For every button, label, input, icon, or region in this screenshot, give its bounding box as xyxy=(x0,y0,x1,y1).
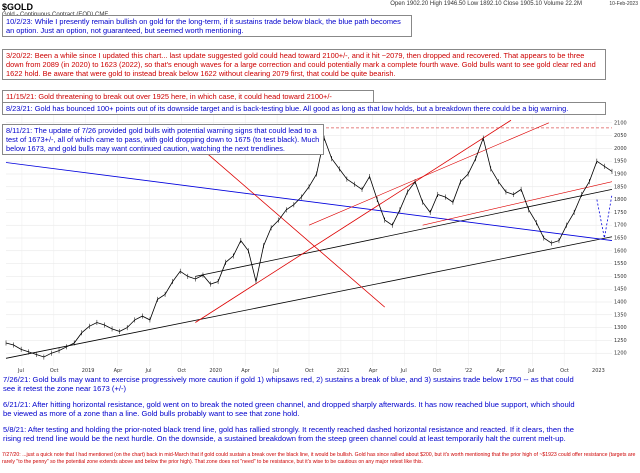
chart-symbol: $GOLD xyxy=(2,2,34,12)
x-tick-label: Jul xyxy=(17,368,24,374)
x-tick-label: Jul xyxy=(400,368,407,374)
x-tick-label: '22 xyxy=(464,368,472,374)
y-tick-label: 1900 xyxy=(614,172,627,178)
y-tick-label: 1950 xyxy=(614,159,627,165)
x-tick-label: 2023 xyxy=(592,368,605,374)
x-tick-label: 2020 xyxy=(209,368,222,374)
y-tick-label: 1600 xyxy=(614,248,627,254)
x-tick-label: Oct xyxy=(305,368,314,374)
y-tick-label: 1500 xyxy=(614,274,627,280)
red-trendline-rising xyxy=(195,119,512,323)
y-tick-label: 1200 xyxy=(614,351,627,357)
y-tick-label: 1450 xyxy=(614,287,627,293)
blue-trendline xyxy=(5,162,613,241)
y-tick-label: 1700 xyxy=(614,223,627,229)
chart-header: $GOLD xyxy=(0,0,640,14)
y-tick-label: 2000 xyxy=(614,146,627,152)
x-tick-label: Oct xyxy=(433,368,442,374)
annotation-8-11-21: 8/11/21: The update of 7/26 provided gol… xyxy=(2,124,324,155)
x-tick-label: 2019 xyxy=(82,368,95,374)
x-tick-label: 2021 xyxy=(337,368,350,374)
y-tick-label: 1400 xyxy=(614,300,627,306)
ohlc-readout: Open 1902.20 High 1946.50 Low 1892.10 Cl… xyxy=(390,1,582,7)
red-trendline-falling xyxy=(195,142,386,308)
y-tick-label: 1550 xyxy=(614,261,627,267)
black-trendline-lower xyxy=(5,236,613,359)
blue-path-projection xyxy=(596,194,613,239)
date-stamp: 10-Feb-2023 xyxy=(609,1,638,7)
x-tick-label: Oct xyxy=(50,368,59,374)
x-tick-label: Jul xyxy=(272,368,279,374)
footer-note-7-27-20: 7/27/20: ...just a quick note that I had… xyxy=(2,452,636,465)
y-tick-label: 1800 xyxy=(614,197,627,203)
y-tick-label: 1750 xyxy=(614,210,627,216)
red-channel-upper xyxy=(308,122,549,226)
y-tick-label: 1350 xyxy=(614,312,627,318)
annotation-10-2-23: 10/2/23: While I presently remain bullis… xyxy=(2,15,412,37)
footer-note-5-8-21: 5/8/21: After testing and holding the pr… xyxy=(0,424,588,445)
x-tick-label: Oct xyxy=(177,368,186,374)
footer-note-7-26-21: 7/26/21: Gold bulls may want to exercise… xyxy=(0,374,588,395)
x-tick-label: Apr xyxy=(114,368,124,374)
y-tick-label: 2050 xyxy=(614,133,627,139)
red-channel-lower xyxy=(422,181,613,226)
y-tick-label: 1850 xyxy=(614,184,627,190)
black-trendline-upper xyxy=(195,188,613,277)
x-tick-label: Jul xyxy=(527,368,534,374)
y-tick-label: 1300 xyxy=(614,325,627,331)
x-tick-label: Oct xyxy=(560,368,569,374)
x-tick-label: Apr xyxy=(369,368,379,374)
footer-note-6-21-21: 6/21/21: After hitting horizontal resist… xyxy=(0,399,588,420)
y-tick-label: 1650 xyxy=(614,236,627,242)
annotation-8-23-21: 8/23/21: Gold has bounced 100+ points ou… xyxy=(2,102,606,115)
annotation-3-20-22: 3/20/22: Been a while since I updated th… xyxy=(2,49,606,80)
x-tick-label: Jul xyxy=(145,368,152,374)
x-axis: Jul Oct 2019 Apr Jul Oct 2020 Apr Jul Oct 2021 Apr J… xyxy=(17,368,605,374)
x-tick-label: Apr xyxy=(496,368,506,374)
price-series xyxy=(5,135,613,360)
y-tick-label: 2100 xyxy=(614,120,627,126)
y-axis: 1200 1250 1300 1350 1400 1450 1500 1550 1600 1650… xyxy=(614,120,627,356)
x-tick-label: Apr xyxy=(241,368,251,374)
y-tick-label: 1250 xyxy=(614,338,627,344)
